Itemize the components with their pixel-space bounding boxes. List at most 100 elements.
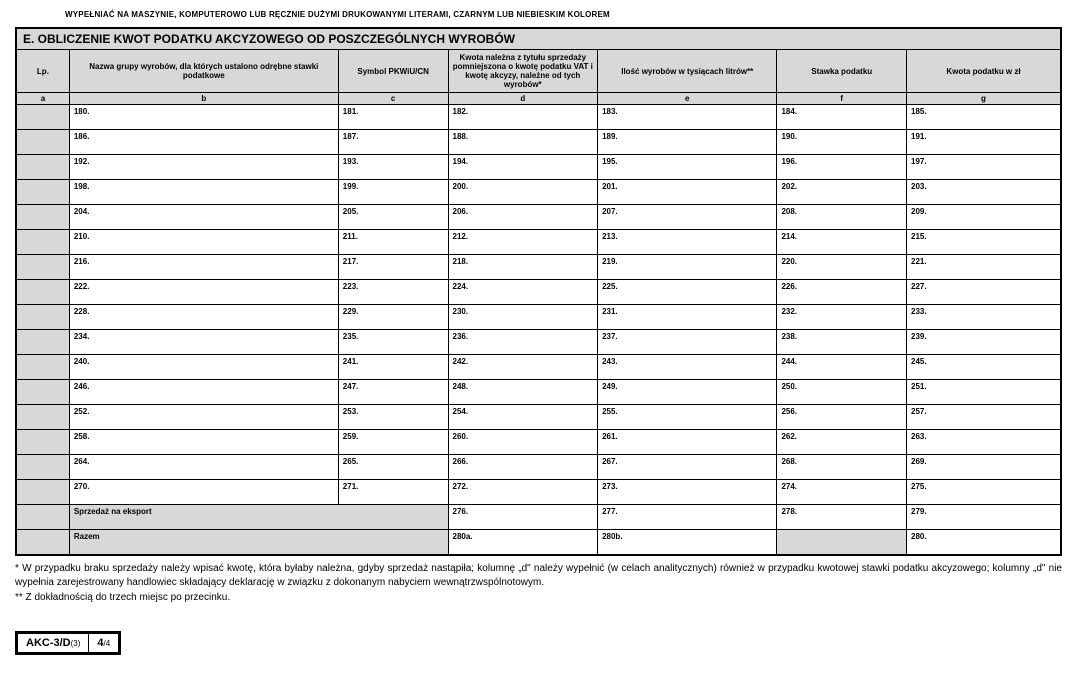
cell-b[interactable]: 240.: [69, 355, 338, 380]
cell-c[interactable]: 205.: [338, 205, 448, 230]
export-f[interactable]: 278.: [777, 505, 907, 530]
cell-e[interactable]: 213.: [598, 230, 777, 255]
cell-f[interactable]: 244.: [777, 355, 907, 380]
cell-g[interactable]: 275.: [907, 480, 1062, 505]
cell-f[interactable]: 232.: [777, 305, 907, 330]
cell-c[interactable]: 229.: [338, 305, 448, 330]
cell-b[interactable]: 198.: [69, 180, 338, 205]
cell-g[interactable]: 185.: [907, 105, 1062, 130]
cell-d[interactable]: 218.: [448, 255, 598, 280]
cell-d[interactable]: 236.: [448, 330, 598, 355]
cell-b[interactable]: 186.: [69, 130, 338, 155]
cell-f[interactable]: 208.: [777, 205, 907, 230]
cell-b[interactable]: 264.: [69, 455, 338, 480]
cell-e[interactable]: 267.: [598, 455, 777, 480]
cell-d[interactable]: 182.: [448, 105, 598, 130]
cell-f[interactable]: 274.: [777, 480, 907, 505]
cell-d[interactable]: 266.: [448, 455, 598, 480]
razem-g[interactable]: 280.: [907, 530, 1062, 556]
cell-g[interactable]: 209.: [907, 205, 1062, 230]
cell-e[interactable]: 237.: [598, 330, 777, 355]
cell-b[interactable]: 192.: [69, 155, 338, 180]
cell-b[interactable]: 204.: [69, 205, 338, 230]
cell-d[interactable]: 188.: [448, 130, 598, 155]
cell-g[interactable]: 203.: [907, 180, 1062, 205]
export-e[interactable]: 277.: [598, 505, 777, 530]
cell-g[interactable]: 257.: [907, 405, 1062, 430]
cell-g[interactable]: 269.: [907, 455, 1062, 480]
cell-g[interactable]: 251.: [907, 380, 1062, 405]
cell-b[interactable]: 270.: [69, 480, 338, 505]
cell-b[interactable]: 246.: [69, 380, 338, 405]
cell-e[interactable]: 243.: [598, 355, 777, 380]
cell-c[interactable]: 259.: [338, 430, 448, 455]
cell-e[interactable]: 195.: [598, 155, 777, 180]
cell-b[interactable]: 180.: [69, 105, 338, 130]
cell-e[interactable]: 231.: [598, 305, 777, 330]
export-g[interactable]: 279.: [907, 505, 1062, 530]
cell-e[interactable]: 183.: [598, 105, 777, 130]
cell-f[interactable]: 214.: [777, 230, 907, 255]
cell-g[interactable]: 221.: [907, 255, 1062, 280]
cell-c[interactable]: 193.: [338, 155, 448, 180]
cell-e[interactable]: 225.: [598, 280, 777, 305]
cell-g[interactable]: 215.: [907, 230, 1062, 255]
cell-f[interactable]: 250.: [777, 380, 907, 405]
cell-c[interactable]: 199.: [338, 180, 448, 205]
razem-d[interactable]: 280a.: [448, 530, 598, 556]
cell-e[interactable]: 261.: [598, 430, 777, 455]
cell-c[interactable]: 241.: [338, 355, 448, 380]
cell-g[interactable]: 227.: [907, 280, 1062, 305]
cell-g[interactable]: 197.: [907, 155, 1062, 180]
cell-g[interactable]: 191.: [907, 130, 1062, 155]
cell-f[interactable]: 262.: [777, 430, 907, 455]
cell-f[interactable]: 220.: [777, 255, 907, 280]
cell-f[interactable]: 202.: [777, 180, 907, 205]
cell-b[interactable]: 252.: [69, 405, 338, 430]
cell-b[interactable]: 234.: [69, 330, 338, 355]
cell-e[interactable]: 219.: [598, 255, 777, 280]
cell-e[interactable]: 201.: [598, 180, 777, 205]
cell-d[interactable]: 248.: [448, 380, 598, 405]
cell-f[interactable]: 238.: [777, 330, 907, 355]
cell-d[interactable]: 242.: [448, 355, 598, 380]
cell-c[interactable]: 211.: [338, 230, 448, 255]
cell-c[interactable]: 223.: [338, 280, 448, 305]
cell-c[interactable]: 181.: [338, 105, 448, 130]
cell-g[interactable]: 233.: [907, 305, 1062, 330]
cell-c[interactable]: 265.: [338, 455, 448, 480]
cell-d[interactable]: 230.: [448, 305, 598, 330]
cell-b[interactable]: 228.: [69, 305, 338, 330]
cell-f[interactable]: 190.: [777, 130, 907, 155]
cell-f[interactable]: 256.: [777, 405, 907, 430]
cell-c[interactable]: 253.: [338, 405, 448, 430]
cell-d[interactable]: 224.: [448, 280, 598, 305]
cell-b[interactable]: 216.: [69, 255, 338, 280]
cell-d[interactable]: 212.: [448, 230, 598, 255]
cell-e[interactable]: 189.: [598, 130, 777, 155]
export-d[interactable]: 276.: [448, 505, 598, 530]
cell-g[interactable]: 239.: [907, 330, 1062, 355]
cell-d[interactable]: 194.: [448, 155, 598, 180]
cell-c[interactable]: 247.: [338, 380, 448, 405]
cell-g[interactable]: 245.: [907, 355, 1062, 380]
cell-b[interactable]: 258.: [69, 430, 338, 455]
cell-d[interactable]: 254.: [448, 405, 598, 430]
cell-e[interactable]: 255.: [598, 405, 777, 430]
cell-d[interactable]: 200.: [448, 180, 598, 205]
cell-d[interactable]: 206.: [448, 205, 598, 230]
cell-f[interactable]: 184.: [777, 105, 907, 130]
cell-d[interactable]: 272.: [448, 480, 598, 505]
cell-c[interactable]: 235.: [338, 330, 448, 355]
cell-g[interactable]: 263.: [907, 430, 1062, 455]
cell-e[interactable]: 207.: [598, 205, 777, 230]
cell-b[interactable]: 210.: [69, 230, 338, 255]
cell-c[interactable]: 217.: [338, 255, 448, 280]
cell-c[interactable]: 271.: [338, 480, 448, 505]
cell-f[interactable]: 226.: [777, 280, 907, 305]
cell-b[interactable]: 222.: [69, 280, 338, 305]
cell-f[interactable]: 196.: [777, 155, 907, 180]
cell-e[interactable]: 273.: [598, 480, 777, 505]
cell-c[interactable]: 187.: [338, 130, 448, 155]
cell-f[interactable]: 268.: [777, 455, 907, 480]
